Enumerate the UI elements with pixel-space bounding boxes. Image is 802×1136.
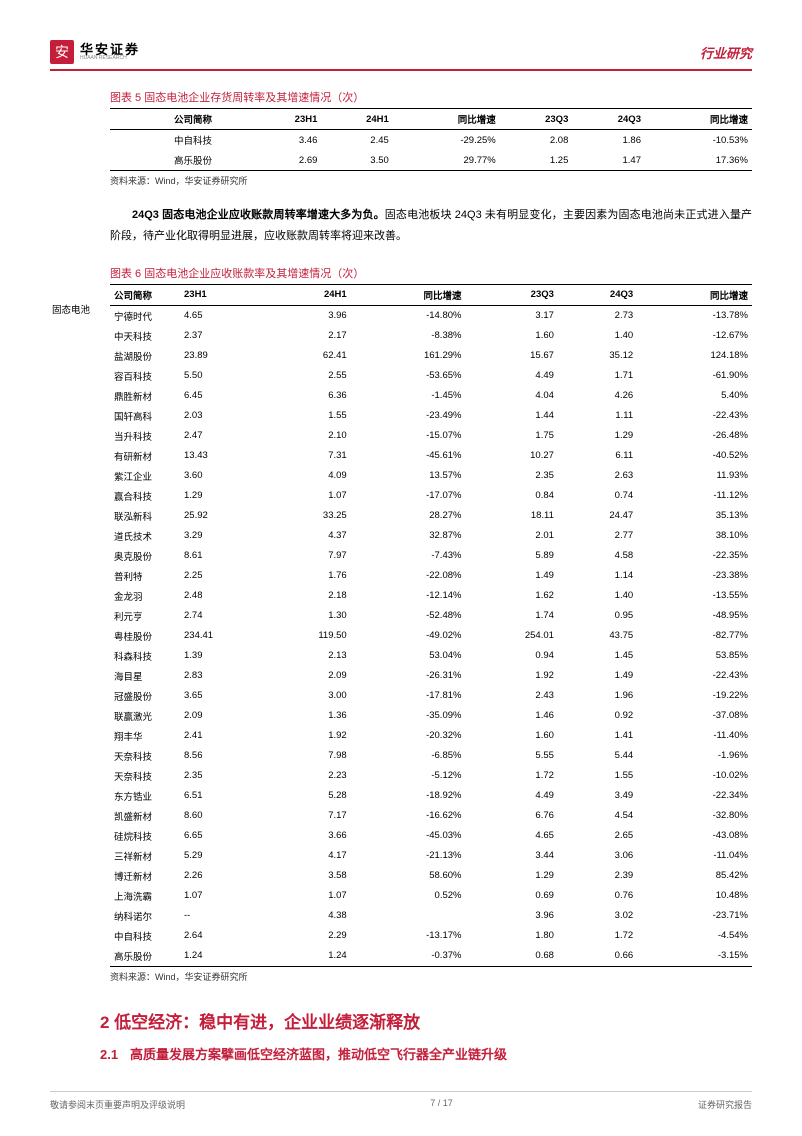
table5-source: 资料来源：Wind，华安证券研究所 — [110, 174, 752, 187]
table6-source: 资料来源：Wind，华安证券研究所 — [110, 970, 752, 983]
table6: 公司简称23H124H1同比增速23Q324Q3同比增速 宁德时代4.653.9… — [110, 284, 752, 967]
section-2-1-heading: 2.1高质量发展方案擘画低空经济蓝图，推动低空飞行器全产业链升级 — [100, 1045, 752, 1066]
page-header: 安 华安证券 HUAAN RESEARCH 行业研究 — [50, 40, 752, 71]
table6-side-label: 固态电池 — [52, 302, 90, 316]
table5: 公司简称23H124H1同比增速23Q324Q3同比增速 中自科技3.462.4… — [110, 108, 752, 171]
paragraph-1: 24Q3 固态电池企业应收账款周转率增速大多为负。固态电池板块 24Q3 未有明… — [110, 205, 752, 247]
table5-title: 图表 5 固态电池企业存货周转率及其增速情况（次） — [110, 89, 752, 105]
para1-bold: 24Q3 固态电池企业应收账款周转率增速大多为负。 — [132, 209, 385, 221]
page-footer: 敬请参阅末页重要声明及评级说明 7 / 17 证券研究报告 — [50, 1091, 752, 1111]
footer-page-num: 7 / 17 — [430, 1098, 453, 1111]
logo-area: 安 华安证券 HUAAN RESEARCH — [50, 40, 140, 64]
logo-en: HUAAN RESEARCH — [80, 56, 140, 61]
header-category: 行业研究 — [700, 43, 752, 62]
logo-icon: 安 — [50, 40, 74, 64]
footer-left: 敬请参阅末页重要声明及评级说明 — [50, 1098, 185, 1111]
section-2-heading: 2 低空经济：稳中有进，企业业绩逐渐释放 — [100, 1008, 752, 1033]
table6-title: 图表 6 固态电池企业应收账款率及其增速情况（次） — [110, 265, 752, 281]
footer-right: 证券研究报告 — [698, 1098, 752, 1111]
